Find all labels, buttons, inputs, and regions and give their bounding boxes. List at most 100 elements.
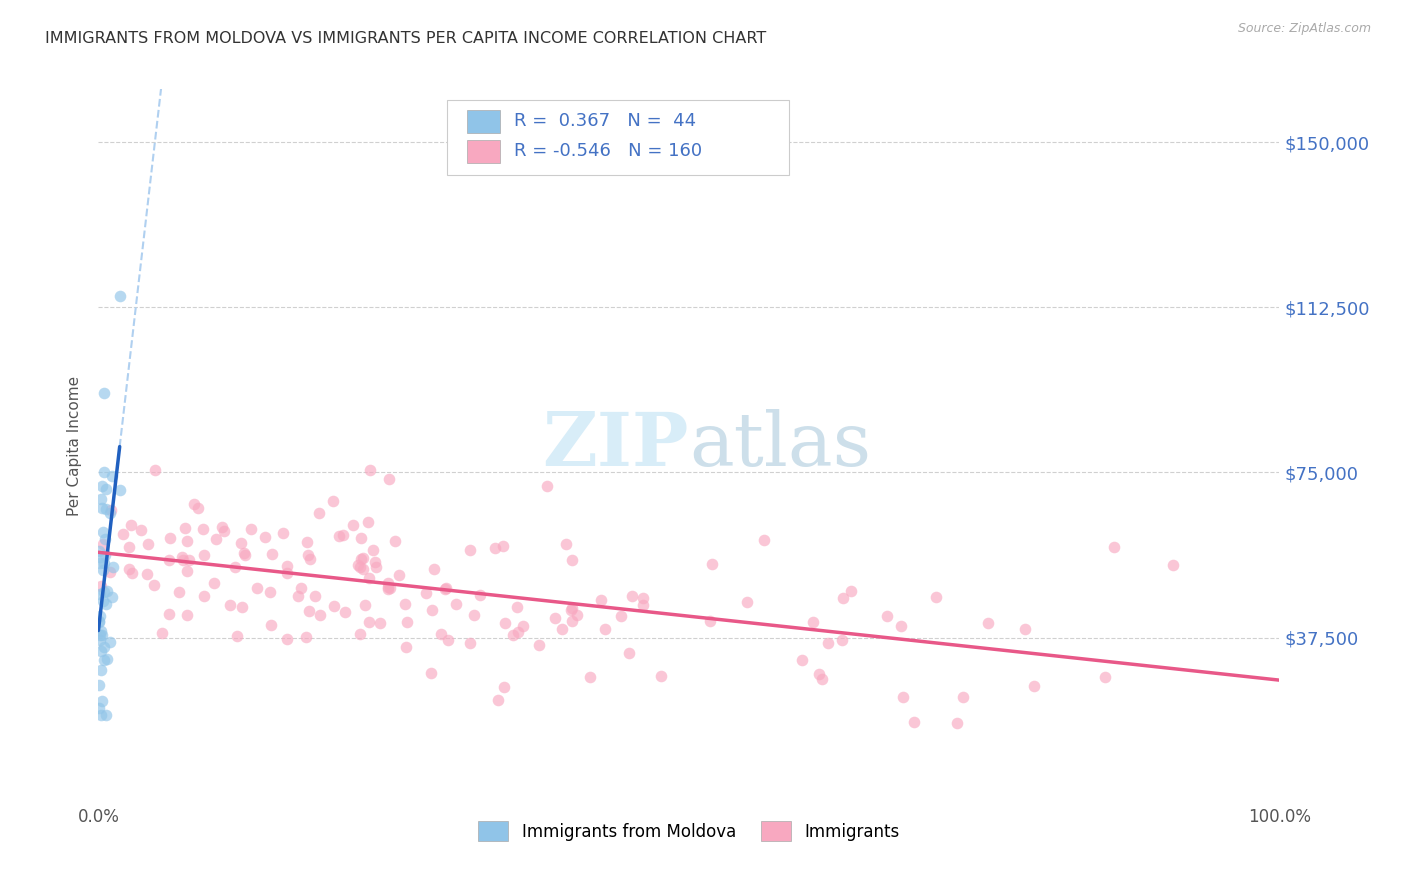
Point bbox=[423, 562, 446, 576]
Point bbox=[100, 565, 122, 579]
Point bbox=[93, 385, 115, 400]
Point bbox=[322, 494, 344, 508]
Point bbox=[631, 598, 654, 612]
Point bbox=[817, 636, 839, 650]
Point bbox=[287, 589, 309, 603]
Point bbox=[142, 578, 165, 592]
Point bbox=[876, 608, 898, 623]
Point bbox=[1022, 679, 1045, 693]
Point bbox=[621, 589, 644, 603]
Point bbox=[492, 539, 515, 553]
Point bbox=[108, 289, 131, 303]
Point bbox=[273, 526, 295, 541]
Point bbox=[1094, 670, 1116, 684]
Point bbox=[231, 599, 253, 614]
Text: ZIP: ZIP bbox=[543, 409, 689, 483]
Point bbox=[219, 599, 242, 613]
Point bbox=[322, 599, 344, 613]
Point bbox=[463, 608, 485, 623]
Legend: Immigrants from Moldova, Immigrants: Immigrants from Moldova, Immigrants bbox=[471, 814, 907, 848]
Point bbox=[388, 567, 411, 582]
Point bbox=[96, 652, 118, 666]
Point bbox=[633, 591, 655, 605]
Text: IMMIGRANTS FROM MOLDOVA VS IMMIGRANTS PER CAPITA INCOME CORRELATION CHART: IMMIGRANTS FROM MOLDOVA VS IMMIGRANTS PE… bbox=[45, 31, 766, 46]
Point bbox=[512, 619, 534, 633]
Point bbox=[925, 591, 948, 605]
Text: atlas: atlas bbox=[689, 409, 872, 483]
Point bbox=[342, 518, 364, 533]
Point bbox=[891, 690, 914, 705]
Point bbox=[790, 653, 813, 667]
Point bbox=[183, 497, 205, 511]
Y-axis label: Per Capita Income: Per Capita Income bbox=[67, 376, 83, 516]
Point bbox=[458, 636, 481, 650]
Point bbox=[290, 581, 312, 595]
Point bbox=[380, 581, 402, 595]
Point bbox=[422, 603, 444, 617]
Point bbox=[260, 618, 283, 632]
Point bbox=[176, 564, 198, 578]
Point bbox=[752, 533, 775, 547]
Point bbox=[560, 602, 582, 616]
Point bbox=[187, 500, 209, 515]
Point bbox=[377, 580, 399, 594]
Point bbox=[890, 619, 912, 633]
Point bbox=[486, 693, 509, 707]
Point bbox=[420, 665, 443, 680]
Point bbox=[551, 622, 574, 636]
Point bbox=[309, 607, 332, 622]
Text: Source: ZipAtlas.com: Source: ZipAtlas.com bbox=[1237, 22, 1371, 36]
Point bbox=[430, 627, 453, 641]
FancyBboxPatch shape bbox=[467, 110, 501, 133]
Point bbox=[91, 478, 114, 492]
Point bbox=[101, 468, 124, 483]
Point bbox=[359, 463, 381, 477]
Point bbox=[807, 667, 830, 681]
Point bbox=[108, 483, 131, 497]
Point bbox=[94, 532, 117, 546]
Point bbox=[212, 524, 235, 538]
Point bbox=[484, 541, 506, 555]
Point bbox=[157, 607, 180, 621]
Point bbox=[617, 646, 640, 660]
Point bbox=[224, 559, 246, 574]
Point bbox=[91, 628, 114, 642]
Point bbox=[159, 531, 181, 545]
Point bbox=[394, 598, 416, 612]
Point bbox=[554, 537, 576, 551]
Point bbox=[395, 640, 418, 654]
Point bbox=[593, 623, 616, 637]
Point bbox=[90, 579, 112, 593]
Point bbox=[735, 595, 758, 609]
Point bbox=[346, 558, 368, 572]
Point bbox=[536, 478, 558, 492]
Point bbox=[395, 615, 418, 629]
Point bbox=[118, 561, 141, 575]
Point bbox=[352, 550, 374, 565]
Point bbox=[506, 600, 529, 615]
Point bbox=[699, 614, 721, 628]
Point bbox=[90, 501, 112, 516]
Point bbox=[232, 545, 254, 559]
Point bbox=[527, 638, 550, 652]
Point bbox=[366, 560, 388, 574]
Point bbox=[87, 701, 110, 715]
Point bbox=[101, 560, 124, 574]
Point bbox=[98, 507, 121, 521]
Point bbox=[298, 552, 321, 566]
Point bbox=[90, 707, 112, 722]
Point bbox=[610, 609, 633, 624]
Point bbox=[205, 533, 228, 547]
Point bbox=[170, 549, 193, 564]
Point bbox=[89, 544, 111, 558]
Point bbox=[945, 716, 967, 731]
Point bbox=[239, 522, 262, 536]
Point bbox=[357, 571, 380, 585]
Point bbox=[143, 463, 166, 477]
Point bbox=[90, 643, 112, 657]
Point bbox=[87, 614, 110, 628]
Point bbox=[349, 560, 371, 574]
Point bbox=[446, 597, 468, 611]
Point bbox=[259, 585, 281, 599]
Point bbox=[191, 522, 214, 536]
